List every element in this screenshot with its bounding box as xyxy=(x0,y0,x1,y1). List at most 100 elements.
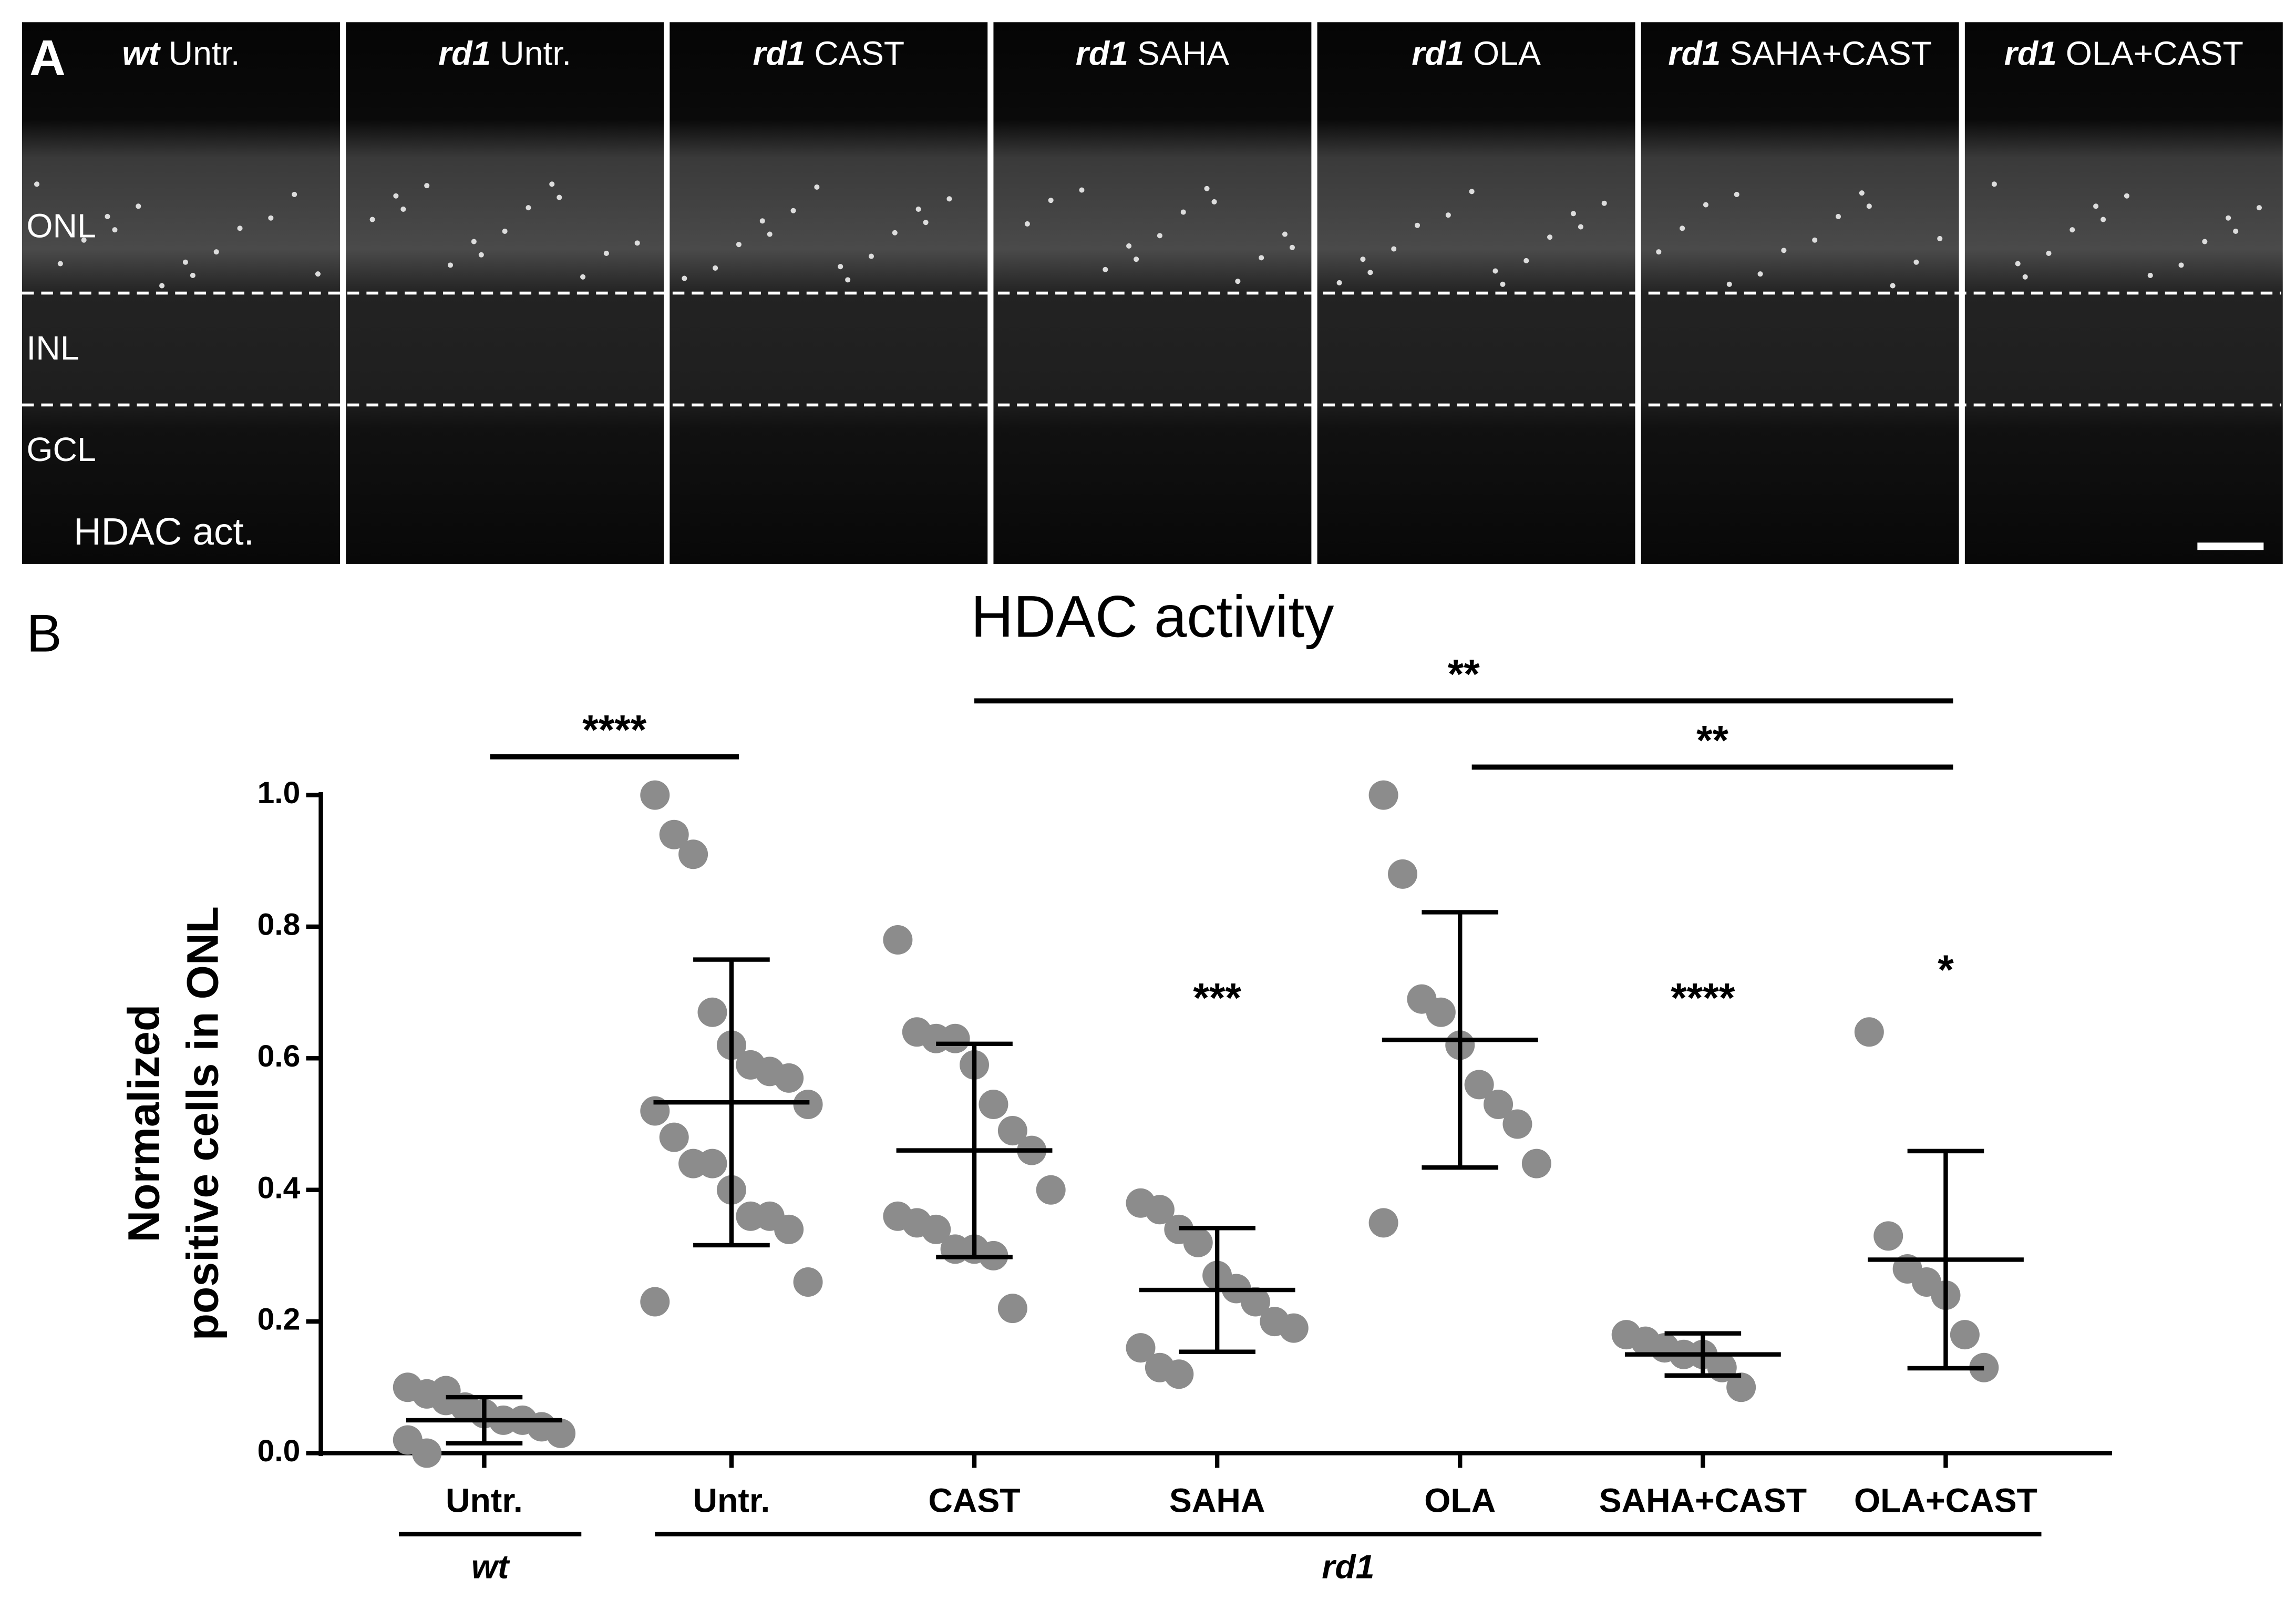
data-point xyxy=(678,839,708,869)
cell-signal xyxy=(923,220,929,226)
cell-signal xyxy=(2022,274,2028,280)
cell-signal xyxy=(1445,212,1451,218)
x-tick-label: SAHA xyxy=(1169,1482,1265,1520)
panel-label: A xyxy=(29,30,66,86)
panel-label: B xyxy=(26,604,61,663)
cell-signal xyxy=(1103,266,1108,272)
panel-b: B HDAC activity Normalized positive cells i… xyxy=(26,584,2112,1586)
cell-signal xyxy=(1523,258,1529,264)
cell-signal xyxy=(2124,193,2129,199)
cell-signal xyxy=(369,217,375,222)
cell-signal xyxy=(1180,209,1186,215)
cell-signal xyxy=(292,191,297,197)
genotype: rd1 xyxy=(2004,35,2057,73)
cell-signal xyxy=(1204,186,1210,191)
cell-signal xyxy=(159,283,165,289)
cell-signal xyxy=(2093,203,2099,209)
data-point xyxy=(1521,1149,1551,1178)
micrograph-title: rd1 SAHA xyxy=(1076,35,1229,73)
cell-signal xyxy=(526,205,531,211)
data-point xyxy=(1036,1175,1066,1205)
layer-label: ONL xyxy=(26,207,96,244)
micrograph-title: wt Untr. xyxy=(122,35,240,73)
y-tick-label: 0.6 xyxy=(258,1039,301,1073)
cell-signal xyxy=(767,231,773,237)
data-point xyxy=(431,1376,461,1406)
cell-signal xyxy=(1570,211,1576,217)
cell-signal xyxy=(1859,190,1865,196)
cell-signal xyxy=(1757,271,1763,277)
data-point xyxy=(659,1122,689,1152)
cell-signal xyxy=(1367,270,1373,275)
data-point xyxy=(921,1214,951,1244)
cell-signal xyxy=(57,261,63,266)
cell-signal xyxy=(1656,249,1662,255)
cell-signal xyxy=(790,208,796,213)
cell-signal xyxy=(845,277,851,283)
data-point xyxy=(697,997,727,1027)
cell-signal xyxy=(1126,243,1132,249)
cell-signal xyxy=(1726,281,1732,287)
cell-signal xyxy=(213,249,219,255)
cell-signal xyxy=(713,265,718,271)
data-point xyxy=(1484,1089,1513,1119)
cell-signal xyxy=(2226,215,2231,221)
cell-signal xyxy=(1259,255,1264,261)
cell-signal xyxy=(1336,280,1342,286)
layer-label: INL xyxy=(26,329,79,367)
y-axis-label: positive cells in ONL xyxy=(178,906,227,1340)
x-tick-label: OLA+CAST xyxy=(1854,1482,2037,1520)
cell-signal xyxy=(2147,272,2153,279)
cell-signal xyxy=(2015,261,2021,266)
y-tick-label: 0.4 xyxy=(258,1171,301,1205)
data-point xyxy=(1368,1208,1398,1238)
cell-signal xyxy=(1469,189,1475,194)
group-label: wt xyxy=(471,1548,510,1586)
data-point xyxy=(1464,1070,1494,1100)
cell-signal xyxy=(1937,235,1943,241)
data-point xyxy=(1873,1221,1903,1251)
cell-signal xyxy=(1157,233,1162,239)
cell-signal xyxy=(1289,244,1295,250)
comparison-label: **** xyxy=(582,707,647,753)
data-point xyxy=(659,819,689,849)
cell-signal xyxy=(1547,234,1553,240)
data-point xyxy=(1164,1359,1194,1389)
cell-signal xyxy=(393,193,399,199)
cell-signal xyxy=(634,240,640,246)
micrograph-title: rd1 OLA xyxy=(1412,35,1541,73)
cell-signal xyxy=(2046,250,2052,257)
data-point xyxy=(793,1267,823,1297)
y-axis-label: Normalized xyxy=(119,1004,168,1243)
significance-label: **** xyxy=(1671,975,1735,1021)
cell-signal xyxy=(946,196,952,202)
y-tick-label: 1.0 xyxy=(258,776,301,810)
significance-label: *** xyxy=(1193,975,1241,1021)
cell-signal xyxy=(868,253,874,259)
data-point xyxy=(546,1418,576,1448)
cell-signal xyxy=(736,242,742,248)
cell-signal xyxy=(34,181,40,187)
cell-signal xyxy=(838,264,843,270)
x-tick-label: Untr. xyxy=(693,1482,770,1520)
data-point xyxy=(1426,997,1456,1027)
data-point xyxy=(1145,1195,1175,1225)
treatment: OLA+CAST xyxy=(2066,35,2243,73)
cell-signal xyxy=(1890,283,1896,289)
cell-signal xyxy=(1079,187,1085,193)
cell-signal xyxy=(2178,262,2184,268)
cell-signal xyxy=(237,226,243,231)
data-point xyxy=(940,1023,970,1053)
x-tick-label: Untr. xyxy=(446,1482,523,1520)
data-point xyxy=(1126,1333,1156,1363)
cell-signal xyxy=(447,262,454,268)
cell-signal xyxy=(400,206,406,212)
treatment: CAST xyxy=(814,35,904,73)
x-tick-label: SAHA+CAST xyxy=(1599,1482,1807,1520)
treatment: SAHA xyxy=(1137,35,1229,73)
cell-signal xyxy=(112,227,118,233)
cell-signal xyxy=(1500,281,1506,287)
y-tick-label: 0.8 xyxy=(258,908,301,942)
cell-signal xyxy=(682,275,687,281)
cell-signal xyxy=(190,272,195,279)
